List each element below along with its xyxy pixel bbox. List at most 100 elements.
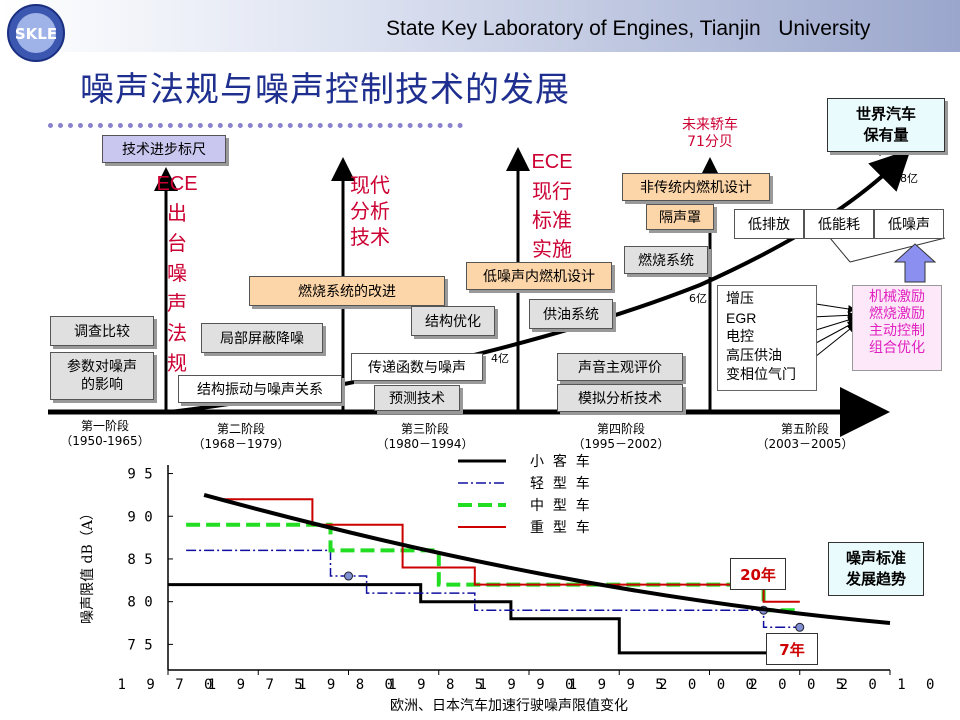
y-tick-label: 9 5 <box>127 467 152 483</box>
stage-2-years: （1968－1979） <box>192 437 290 451</box>
trend-label-line2: 发展趋势 <box>845 570 906 588</box>
up-arrow-icon <box>893 243 937 283</box>
box-struct-vibration: 结构振动与噪声关系 <box>178 375 342 403</box>
slide-title: 噪声法规与噪声控制技术的发展 <box>80 70 570 110</box>
x-tick-label: 1 9 8 0 <box>298 677 399 693</box>
annotation-20-years: 20年 <box>730 558 786 590</box>
box-struct-opt: 结构优化 <box>411 306 495 336</box>
data-marker <box>795 622 805 632</box>
stage-4-name: 第四阶段 <box>596 422 645 436</box>
annotation-7-years-text: 7年 <box>779 640 805 659</box>
legend-label: 重 型 车 <box>530 519 590 536</box>
vehicle-count-4: 4亿 <box>491 352 509 365</box>
box-enclosure: 隔声罩 <box>646 204 714 230</box>
box-low-noise: 低噪声 <box>874 209 944 239</box>
ruler-label-box: 技术进步标尺 <box>102 135 226 163</box>
trend-label-box: 噪声标准 发展趋势 <box>828 542 924 596</box>
box-local-shield: 局部屏蔽降噪 <box>201 323 323 353</box>
excitation-box: 机械激励 燃烧激励 主动控制 组合优化 <box>852 285 942 371</box>
tech-item: 高压供油 <box>726 348 782 364</box>
legend-label: 中 型 车 <box>530 497 590 514</box>
stage-1-name: 第一阶段 <box>80 419 129 433</box>
x-tick-label: 1 9 9 0 <box>478 677 579 693</box>
milestone-label-ece-regulation: ECE 出台噪声法规 <box>156 173 198 375</box>
box-param-line1: 参数对噪声 <box>67 359 137 375</box>
series-line-0 <box>168 583 800 655</box>
logo-text: SKLE <box>15 25 57 43</box>
x-tick-label: 1 9 7 0 <box>117 677 218 693</box>
box-param-line2: 的影响 <box>81 377 123 393</box>
world-vehicles-line1: 世界汽车 <box>855 105 916 123</box>
chart-title: 欧洲、日本汽车加速行驶噪声限值变化 <box>390 697 628 714</box>
stage-4-years: （1995－2002） <box>572 437 670 451</box>
legend-label: 小 客 车 <box>530 453 590 470</box>
box-low-consumption-text: 低能耗 <box>818 217 860 233</box>
stage-2-name: 第二阶段 <box>216 422 265 436</box>
box-fuel-supply: 供油系统 <box>529 299 613 329</box>
box-parameter-effect: 参数对噪声 的影响 <box>50 352 154 400</box>
stage-4: 第四阶段 （1995－2002） <box>566 422 676 452</box>
annotation-20-years-text: 20年 <box>740 565 776 584</box>
world-vehicles-box: 世界汽车 保有量 <box>827 98 945 152</box>
stage-5: 第五阶段 （2003－2005） <box>750 422 860 452</box>
vehicle-count-8: 8亿 <box>900 172 918 185</box>
data-marker <box>344 571 353 581</box>
x-tick-label: 2 0 1 0 <box>839 677 940 693</box>
box-transfer-function: 传递函数与噪声 <box>351 353 483 381</box>
excitation-item: 机械激励 <box>869 289 925 305</box>
y-tick-label: 8 5 <box>127 552 152 568</box>
box-struct-vibration-text: 结构振动与噪声关系 <box>197 382 323 398</box>
stage-3-years: （1980－1994） <box>376 437 474 451</box>
annotation-7-years: 7年 <box>766 633 818 665</box>
stage-5-name: 第五阶段 <box>780 422 829 436</box>
header-band <box>0 0 960 52</box>
y-tick-label: 7 5 <box>127 637 152 653</box>
x-tick-label: 2 0 0 5 <box>749 677 850 693</box>
box-combustion-improve: 燃烧系统的改进 <box>249 276 445 306</box>
box-transfer-function-text: 传递函数与噪声 <box>368 360 466 376</box>
box-enclosure-text: 隔声罩 <box>659 210 701 226</box>
box-struct-opt-text: 结构优化 <box>425 314 481 330</box>
box-non-traditional-text: 非传统内燃机设计 <box>640 180 752 196</box>
box-low-emission: 低排放 <box>734 209 804 239</box>
tech-item: 增压 <box>726 291 754 307</box>
y-tick-label: 9 0 <box>127 509 152 525</box>
y-axis-label: 噪声限值 dB（A） <box>80 506 96 624</box>
y-tick-label: 8 0 <box>127 595 152 611</box>
world-vehicles-line2: 保有量 <box>863 126 909 144</box>
stage-5-years: （2003－2005） <box>756 437 854 451</box>
milestone-label-future-car: 未来轿车 71分贝 <box>670 117 750 151</box>
trend-label-line1: 噪声标准 <box>845 549 906 567</box>
stage-1: 第一阶段 （1950-1965） <box>50 419 160 449</box>
tech-item: 电控 <box>726 329 754 345</box>
tech-item: 变相位气门 <box>726 367 796 383</box>
series-line-3 <box>222 498 800 603</box>
legend-label: 轻 型 车 <box>530 475 590 492</box>
box-combustion-improve-text: 燃烧系统的改进 <box>298 284 396 300</box>
box-simulation: 模拟分析技术 <box>557 384 683 412</box>
x-tick-label: 2 0 0 0 <box>659 677 760 693</box>
excitation-item: 主动控制 <box>869 323 925 339</box>
series-line-1 <box>186 549 800 629</box>
box-simulation-text: 模拟分析技术 <box>578 391 662 407</box>
x-tick-label: 1 9 9 5 <box>569 677 670 693</box>
box-low-noise-engine: 低噪声内燃机设计 <box>466 262 612 290</box>
lab-logo: SKLE <box>7 4 65 62</box>
box-prediction-text: 预测技术 <box>389 391 445 407</box>
milestone-label-modern-analysis: 现代 分析 技术 <box>350 173 390 249</box>
box-combustion-system: 燃烧系统 <box>624 246 708 274</box>
box-subjective-eval-text: 声音主观评价 <box>578 360 662 376</box>
stage-3-name: 第三阶段 <box>400 422 449 436</box>
tech-list-box: 增压 EGR 电控 高压供油 变相位气门 <box>717 285 817 391</box>
box-prediction: 预测技术 <box>374 385 460 411</box>
box-low-noise-text: 低噪声 <box>888 217 930 233</box>
box-local-shield-text: 局部屏蔽降噪 <box>220 331 304 347</box>
stage-1-years: （1950-1965） <box>60 434 150 448</box>
excitation-item: 燃烧激励 <box>869 306 925 322</box>
stage-3: 第三阶段 （1980－1994） <box>370 422 480 452</box>
box-fuel-supply-text: 供油系统 <box>543 307 599 323</box>
box-survey-text: 调查比较 <box>74 324 130 340</box>
box-low-emission-text: 低排放 <box>748 217 790 233</box>
future-car-line2: 71分贝 <box>687 134 733 150</box>
